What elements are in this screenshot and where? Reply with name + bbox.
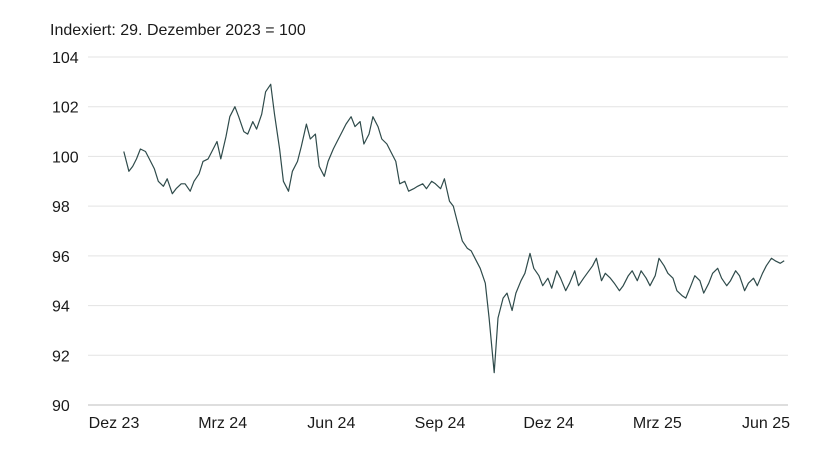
x-tick-label: Mrz 24 bbox=[198, 415, 247, 432]
y-tick-label: 100 bbox=[52, 149, 79, 166]
y-tick-label: 98 bbox=[52, 199, 70, 216]
series-line bbox=[123, 83, 785, 374]
x-tick-label: Jun 24 bbox=[307, 415, 355, 432]
y-tick-label: 92 bbox=[52, 348, 70, 365]
x-tick-label: Dez 24 bbox=[523, 415, 574, 432]
chart-subtitle: Indexiert: 29. Dezember 2023 = 100 bbox=[50, 22, 306, 39]
y-tick-label: 102 bbox=[52, 100, 79, 117]
y-tick-label: 96 bbox=[52, 249, 70, 266]
x-tick-label: Sep 24 bbox=[415, 415, 466, 432]
x-tick-label: Dez 23 bbox=[89, 415, 140, 432]
x-tick-label: Mrz 25 bbox=[633, 415, 682, 432]
y-tick-label: 94 bbox=[52, 299, 70, 316]
y-tick-label: 90 bbox=[52, 398, 70, 415]
y-tick-label: 104 bbox=[52, 50, 79, 67]
x-tick-label: Jun 25 bbox=[742, 415, 790, 432]
